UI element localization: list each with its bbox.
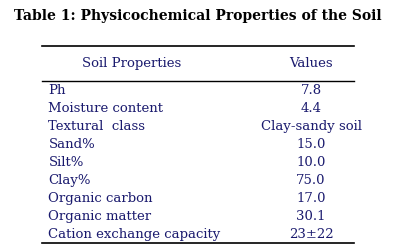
Text: 15.0: 15.0 — [296, 138, 326, 151]
Text: Values: Values — [289, 57, 333, 70]
Text: Moisture content: Moisture content — [48, 102, 164, 115]
Text: Clay%: Clay% — [48, 174, 91, 187]
Text: 75.0: 75.0 — [296, 174, 326, 187]
Text: Organic matter: Organic matter — [48, 210, 152, 223]
Text: Cation exchange capacity: Cation exchange capacity — [48, 228, 221, 241]
Text: Textural  class: Textural class — [48, 120, 145, 133]
Text: Ph: Ph — [48, 84, 66, 97]
Text: 23±22: 23±22 — [289, 228, 333, 241]
Text: 17.0: 17.0 — [296, 192, 326, 205]
Text: Clay-sandy soil: Clay-sandy soil — [261, 120, 362, 133]
Text: 30.1: 30.1 — [296, 210, 326, 223]
Text: Soil Properties: Soil Properties — [82, 57, 181, 70]
Text: 4.4: 4.4 — [301, 102, 322, 115]
Text: Organic carbon: Organic carbon — [48, 192, 153, 205]
Text: 7.8: 7.8 — [301, 84, 322, 97]
Text: Sand%: Sand% — [48, 138, 95, 151]
Text: Silt%: Silt% — [48, 156, 84, 169]
Text: 10.0: 10.0 — [296, 156, 326, 169]
Text: Table 1: Physicochemical Properties of the Soil: Table 1: Physicochemical Properties of t… — [14, 9, 382, 23]
